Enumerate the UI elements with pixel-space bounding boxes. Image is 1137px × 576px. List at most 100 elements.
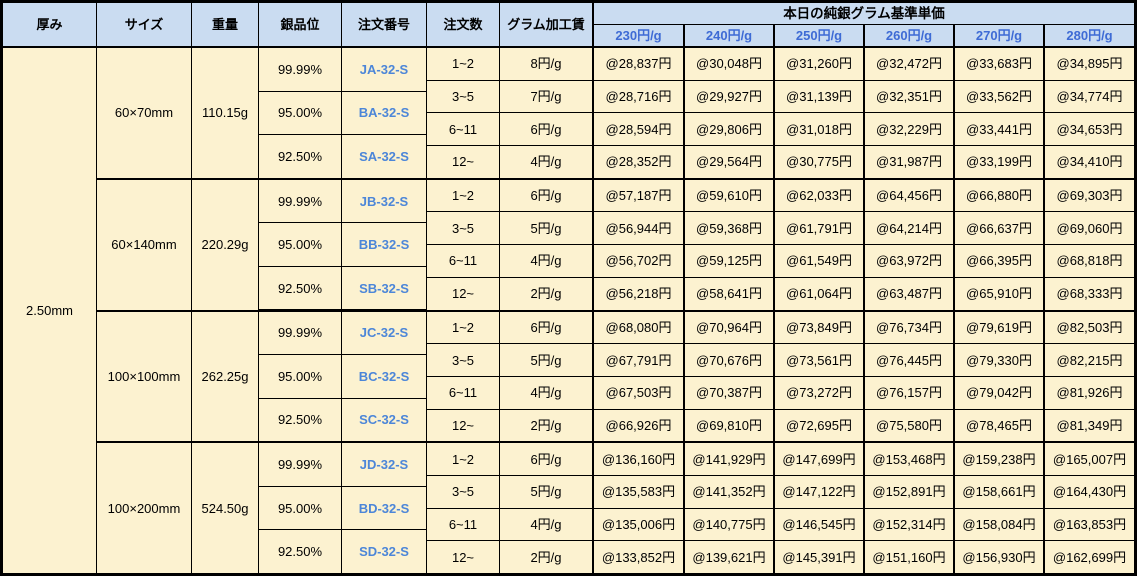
price-value: @159,238円 [955, 443, 1043, 475]
rate-header: 240円/g [685, 25, 773, 46]
price-value: @78,465円 [955, 409, 1043, 442]
price-value: @70,964円 [685, 311, 773, 344]
fee-value: 5円/g [500, 344, 592, 376]
price-value: @29,927円 [685, 80, 773, 113]
price-value: @57,187円 [594, 179, 683, 212]
order-qty-value: 6~11 [427, 245, 499, 277]
price-value: @145,391円 [775, 541, 863, 573]
price-value: @70,676円 [685, 344, 773, 376]
price-value: @68,818円 [1045, 245, 1134, 277]
fee-value: 6円/g [500, 179, 592, 212]
price-value: @147,699円 [775, 443, 863, 475]
price-value: @76,734円 [865, 311, 953, 344]
price-value: @69,060円 [1045, 212, 1134, 245]
price-value: @164,430円 [1045, 475, 1134, 508]
price-value: @141,929円 [685, 443, 773, 475]
price-value: @56,702円 [594, 245, 683, 277]
fee-value: 4円/g [500, 376, 592, 409]
purity-value: 95.00% [259, 223, 341, 266]
weight-value: 262.25g [192, 311, 258, 442]
fee-value: 5円/g [500, 475, 592, 508]
price-value: @81,349円 [1045, 409, 1134, 442]
col-header-weight: 重量 [192, 3, 258, 46]
purity-value: 92.50% [259, 266, 341, 310]
price-value: @32,472円 [865, 48, 953, 80]
weight-value: 220.29g [192, 179, 258, 310]
purity-value: 99.99% [259, 311, 341, 355]
purity-value: 99.99% [259, 48, 341, 91]
purity-value: 95.00% [259, 355, 341, 398]
order-code: SD-32-S [342, 530, 426, 573]
fee-value: 4円/g [500, 245, 592, 277]
order-qty-value: 3~5 [427, 475, 499, 508]
price-value: @73,561円 [775, 344, 863, 376]
fee-value: 6円/g [500, 113, 592, 146]
price-value: @30,775円 [775, 146, 863, 178]
order-qty-value: 12~ [427, 409, 499, 442]
price-value: @34,653円 [1045, 113, 1134, 146]
price-value: @33,199円 [955, 146, 1043, 178]
size-value: 100×200mm [97, 443, 191, 573]
price-value: @34,774円 [1045, 80, 1134, 113]
price-value: @63,972円 [865, 245, 953, 277]
price-value: @136,160円 [594, 443, 683, 475]
order-code: BB-32-S [342, 223, 426, 266]
price-value: @68,333円 [1045, 277, 1134, 310]
fee-value: 2円/g [500, 409, 592, 442]
price-value: @31,018円 [775, 113, 863, 146]
price-value: @66,880円 [955, 179, 1043, 212]
order-qty-value: 1~2 [427, 48, 499, 80]
order-qty-value: 12~ [427, 541, 499, 573]
price-value: @64,214円 [865, 212, 953, 245]
order-code: JA-32-S [342, 48, 426, 91]
price-value: @162,699円 [1045, 541, 1134, 573]
price-value: @79,042円 [955, 376, 1043, 409]
weight-value: 524.50g [192, 443, 258, 573]
purity-value: 95.00% [259, 486, 341, 530]
price-value: @158,661円 [955, 475, 1043, 508]
col-header-purity: 銀品位 [259, 3, 341, 46]
price-value: @76,445円 [865, 344, 953, 376]
order-qty-value: 1~2 [427, 311, 499, 344]
fee-value: 2円/g [500, 277, 592, 310]
price-value: @146,545円 [775, 508, 863, 541]
rate-header: 260円/g [865, 25, 953, 46]
price-value: @56,944円 [594, 212, 683, 245]
price-value: @61,791円 [775, 212, 863, 245]
price-value: @28,716円 [594, 80, 683, 113]
price-value: @29,564円 [685, 146, 773, 178]
price-value: @135,583円 [594, 475, 683, 508]
price-value: @151,160円 [865, 541, 953, 573]
price-value: @73,849円 [775, 311, 863, 344]
purity-value: 92.50% [259, 530, 341, 573]
price-value: @79,619円 [955, 311, 1043, 344]
price-value: @62,033円 [775, 179, 863, 212]
price-base-title: 本日の純銀グラム基準単価 [594, 3, 1134, 24]
price-value: @153,468円 [865, 443, 953, 475]
price-value: @28,352円 [594, 146, 683, 178]
purity-value: 99.99% [259, 443, 341, 486]
price-value: @147,122円 [775, 475, 863, 508]
fee-value: 4円/g [500, 508, 592, 541]
order-code: JB-32-S [342, 179, 426, 223]
price-value: @163,853円 [1045, 508, 1134, 541]
order-qty-value: 6~11 [427, 508, 499, 541]
order-qty-value: 1~2 [427, 179, 499, 212]
fee-value: 4円/g [500, 146, 592, 178]
purity-value: 92.50% [259, 398, 341, 442]
price-value: @165,007円 [1045, 443, 1134, 475]
price-value: @76,157円 [865, 376, 953, 409]
col-header-fee: グラム加工賃 [500, 3, 592, 46]
price-value: @156,930円 [955, 541, 1043, 573]
price-value: @152,314円 [865, 508, 953, 541]
order-qty-value: 1~2 [427, 443, 499, 475]
fee-value: 8円/g [500, 48, 592, 80]
purity-value: 95.00% [259, 91, 341, 135]
price-value: @79,330円 [955, 344, 1043, 376]
order-code: JD-32-S [342, 443, 426, 486]
price-value: @33,441円 [955, 113, 1043, 146]
purity-value: 99.99% [259, 179, 341, 223]
price-value: @72,695円 [775, 409, 863, 442]
price-value: @82,215円 [1045, 344, 1134, 376]
